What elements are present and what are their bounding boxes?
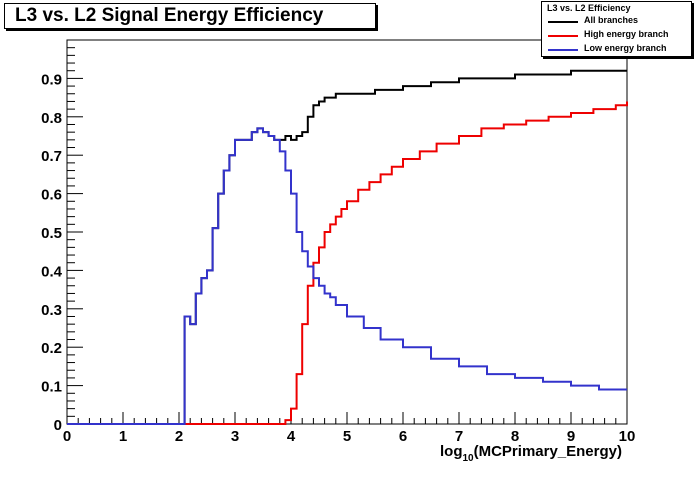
x-axis-label-main: log [440,443,463,460]
x-tick-label: 0 [63,428,71,445]
x-axis-label-rest: (MCPrimary_Energy) [474,443,622,460]
legend-label-high-energy: High energy branch [584,29,669,39]
y-tick-label: 0.6 [41,187,62,204]
y-tick-label: 0.2 [41,340,62,357]
x-axis-label-subscript: 10 [462,453,474,464]
x-axis: 0 1 2 3 4 5 6 7 8 9 10 [63,412,636,445]
series-line-0 [183,69,627,424]
y-tick-label: 0.5 [41,225,62,242]
series-line-1 [184,101,628,425]
series-group [67,69,628,425]
chart-title: L3 vs. L2 Signal Energy Efficiency [15,5,324,26]
legend-label-low-energy: Low energy branch [584,43,667,53]
legend-title: L3 vs. L2 Efficiency [547,3,631,13]
y-tick-label: 0.1 [41,379,62,396]
x-axis-label: log10(MCPrimary_Energy) [440,443,622,464]
y-tick-label: 0.4 [41,263,63,280]
x-tick-label: 6 [399,428,407,445]
x-tick-label: 10 [619,428,636,445]
y-tick-label: 0.9 [41,71,62,88]
y-axis: 0 0.1 0.2 0.3 0.4 0.5 0.6 0.7 0.8 0.9 [41,47,83,434]
y-tick-label: 0.8 [41,110,62,127]
plot-frame [66,39,628,425]
legend-swatch-low-energy [548,49,578,51]
series-line-2 [67,127,627,425]
x-tick-label: 3 [231,428,239,445]
x-tick-label: 7 [455,428,463,445]
legend-entry-high-energy: High energy branch [548,29,688,43]
x-tick-label: 9 [567,428,575,445]
x-tick-label: 2 [175,428,183,445]
x-tick-label: 4 [287,428,296,445]
chart-title-box: L3 vs. L2 Signal Energy Efficiency [4,3,376,29]
legend-swatch-high-energy [548,35,578,37]
legend-entry-all-branches: All branches [548,15,688,29]
y-tick-label: 0.7 [41,148,62,165]
legend: L3 vs. L2 Efficiency All branches High e… [541,1,692,57]
x-tick-label: 5 [343,428,351,445]
y-tick-label: 0 [54,417,62,434]
y-tick-label: 0.3 [41,302,62,319]
x-tick-label: 8 [511,428,519,445]
x-tick-label: 1 [119,428,127,445]
legend-swatch-all-branches [548,21,578,23]
legend-entry-low-energy: Low energy branch [548,43,688,57]
legend-label-all-branches: All branches [584,15,639,25]
